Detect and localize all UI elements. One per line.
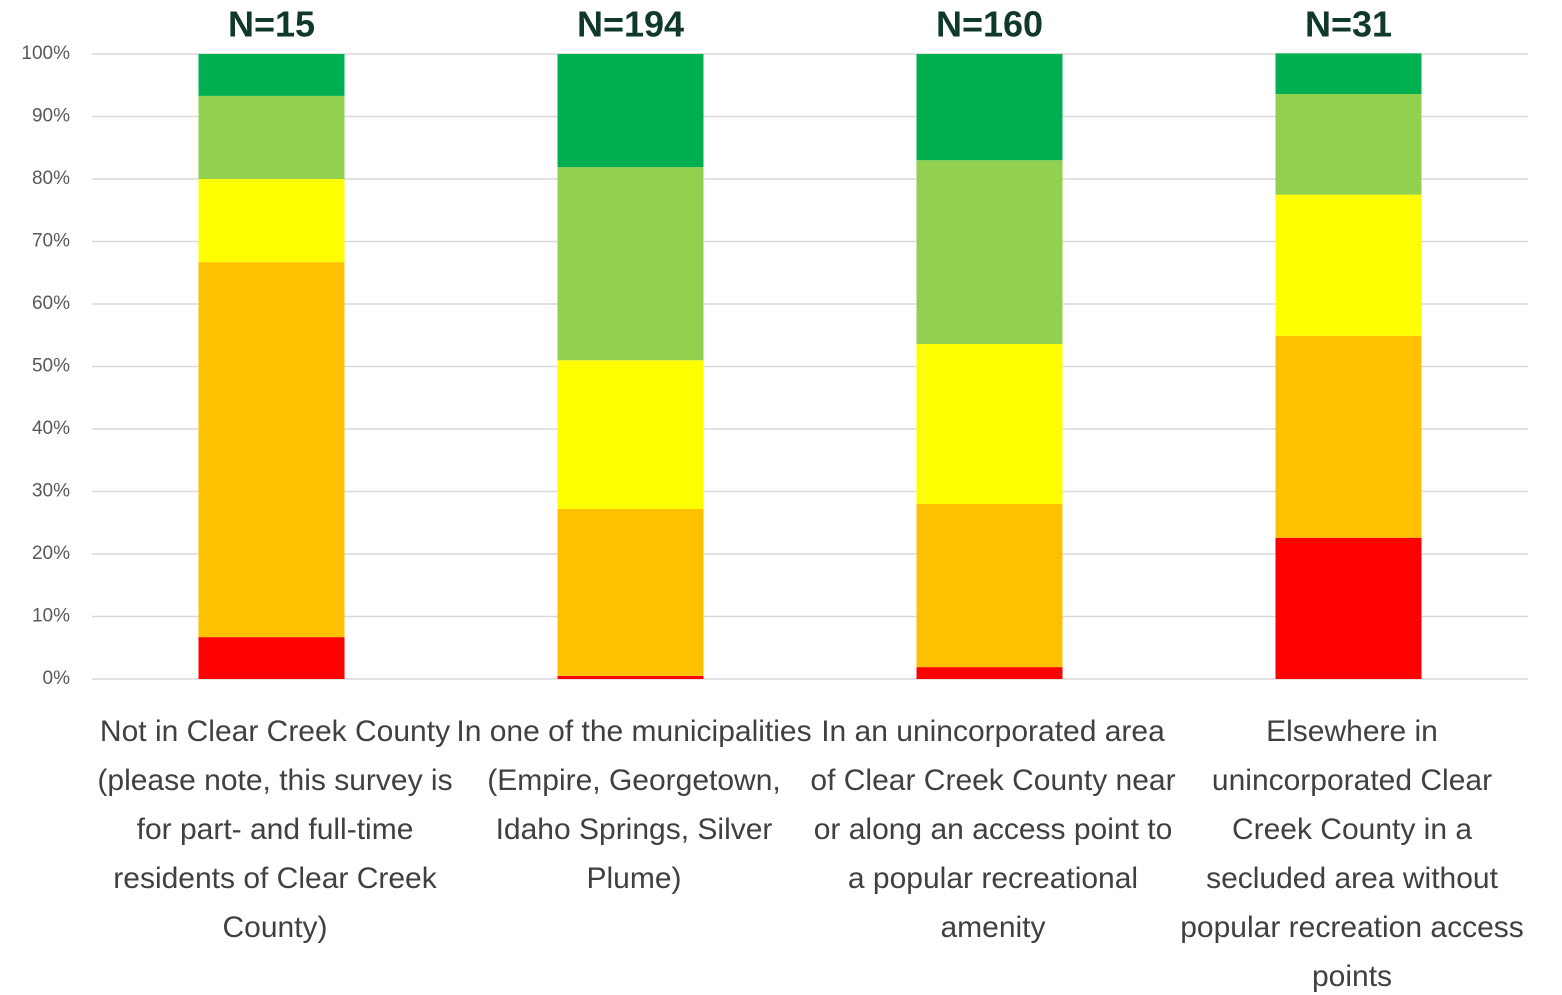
bar-segment xyxy=(1275,53,1422,94)
y-tick-label: 80% xyxy=(32,168,70,189)
bar-segment xyxy=(557,509,704,676)
y-tick-label: 50% xyxy=(32,356,70,377)
bar-annotation: N=194 xyxy=(577,4,684,45)
y-tick-label: 70% xyxy=(32,231,70,252)
bar-segment xyxy=(916,344,1063,504)
bar-segment xyxy=(198,95,345,179)
bar-annotation: N=15 xyxy=(228,4,315,45)
x-tick-label: Not in Clear Creek County (please note, … xyxy=(97,715,453,944)
y-tick-label: 90% xyxy=(32,106,70,127)
bar-segment xyxy=(557,167,704,361)
bar-annotation: N=31 xyxy=(1305,4,1392,45)
bar-segment xyxy=(916,667,1063,679)
bar-segment xyxy=(916,504,1063,668)
bar-annotation: N=160 xyxy=(936,4,1043,45)
y-tick-label: 20% xyxy=(32,543,70,564)
bar-segment xyxy=(557,360,704,509)
bar-segment xyxy=(916,160,1063,344)
y-tick-label: 100% xyxy=(21,43,70,64)
x-tick-label: In an unincorporated area of Clear Creek… xyxy=(810,715,1176,944)
bar-segment xyxy=(198,54,345,96)
bar-segment xyxy=(1275,537,1422,679)
bar-segment xyxy=(198,262,345,638)
x-tick-label: Elsewhere in unincorporated Clear Creek … xyxy=(1180,715,1524,993)
bar-segment xyxy=(1275,194,1422,336)
bar-segment xyxy=(198,179,345,263)
bar-segment xyxy=(1275,94,1422,195)
y-tick-label: 60% xyxy=(32,293,70,314)
y-tick-label: 30% xyxy=(32,481,70,502)
y-tick-label: 40% xyxy=(32,418,70,439)
bar-segment xyxy=(1275,335,1422,538)
bar-segment xyxy=(557,54,704,168)
y-tick-label: 10% xyxy=(32,606,70,627)
bar-segment xyxy=(916,54,1063,161)
y-tick-label: 0% xyxy=(43,668,71,689)
bar-segment xyxy=(557,675,704,679)
x-tick-label: In one of the municipalities (Empire, Ge… xyxy=(456,715,812,895)
bar-segment xyxy=(198,637,345,679)
